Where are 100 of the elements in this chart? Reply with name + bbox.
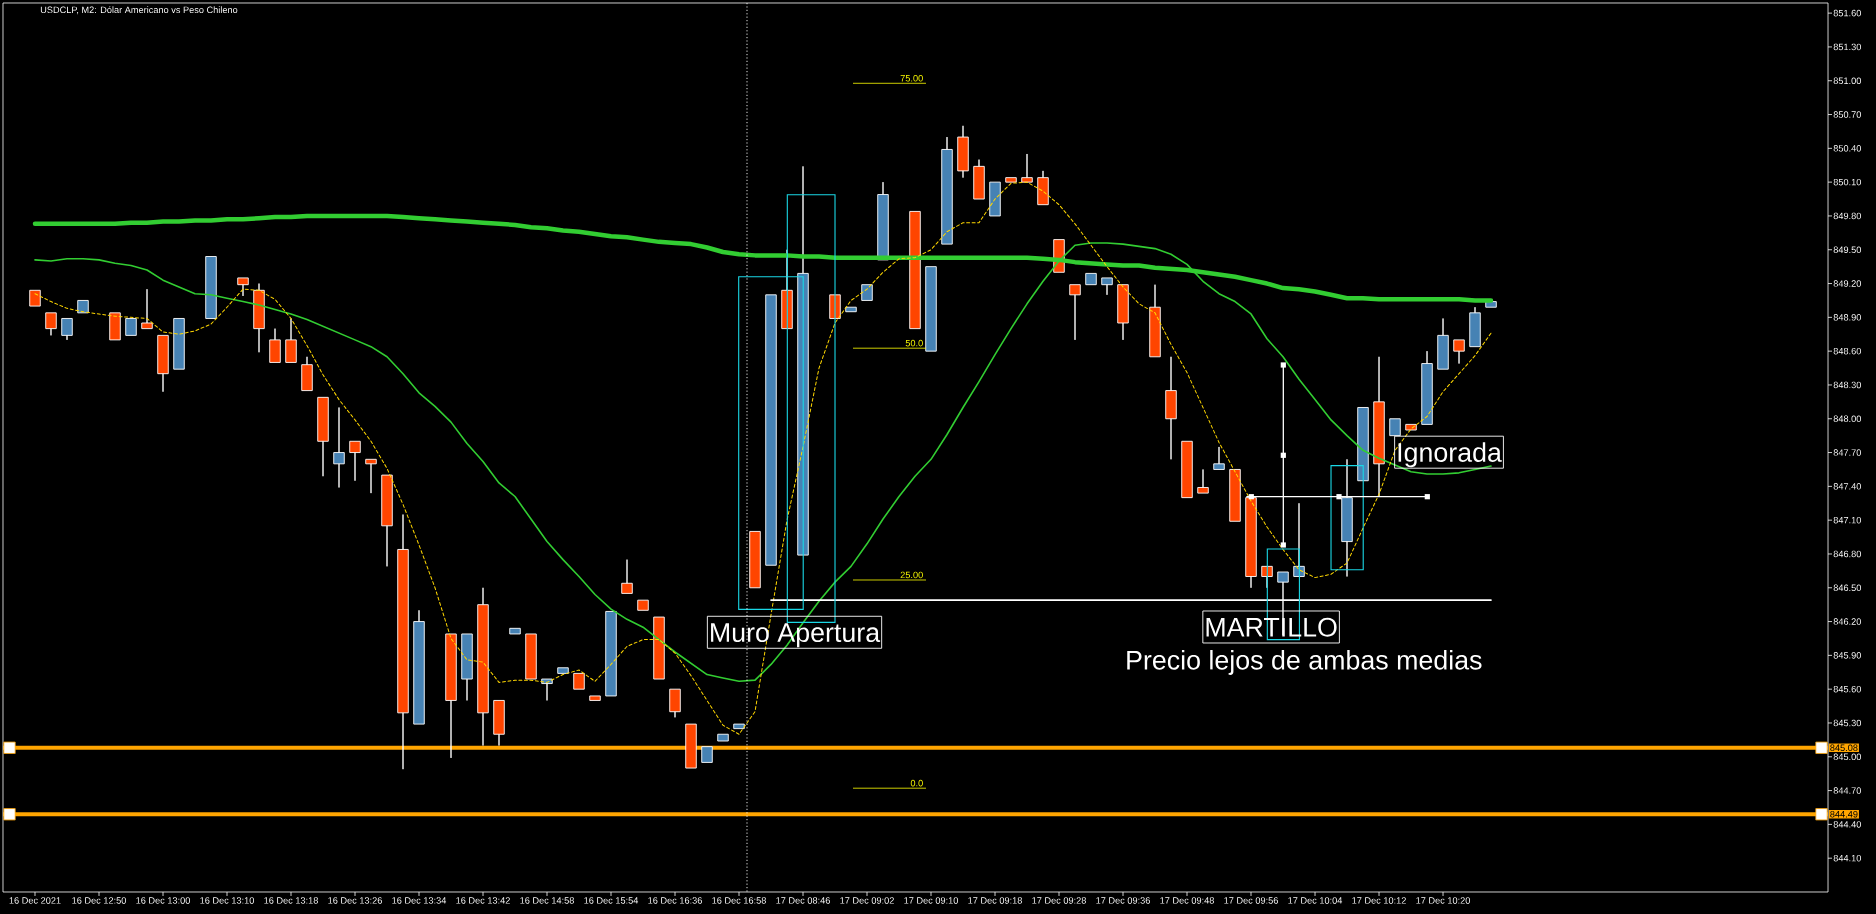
y-tick-label: 847.40 <box>1833 483 1862 490</box>
candlestick <box>285 318 297 363</box>
y-tick-label: 848.30 <box>1833 381 1862 389</box>
x-tick-label: 17 Dec 09:36 <box>1096 897 1150 904</box>
candlestick <box>413 609 425 725</box>
candlestick <box>109 312 121 341</box>
candlestick <box>333 407 345 488</box>
candlestick <box>669 688 681 718</box>
x-tick-label: 16 Dec 13:42 <box>456 897 510 904</box>
y-tick-label: 851.00 <box>1833 77 1862 84</box>
x-tick-label: 16 Dec 13:34 <box>392 897 447 904</box>
candlestick <box>317 396 329 477</box>
candlestick <box>941 136 953 245</box>
candlestick <box>173 318 185 370</box>
candlestick <box>1085 272 1097 286</box>
candlestick <box>1357 407 1369 482</box>
annotation: 50.0 <box>905 339 923 347</box>
y-tick-label: 847.70 <box>1833 449 1862 456</box>
candlestick <box>237 277 249 297</box>
ref-line-label: 844.49 <box>1830 810 1858 818</box>
y-tick-label: 849.80 <box>1833 212 1862 220</box>
candlestick <box>909 210 921 330</box>
x-tick-label: 17 Dec 10:12 <box>1352 897 1406 904</box>
y-tick-label: 848.60 <box>1833 347 1862 355</box>
candlestick <box>589 695 601 701</box>
candlestick <box>1229 469 1241 522</box>
candlestick <box>493 700 505 746</box>
candlestick <box>1021 153 1033 183</box>
y-tick-label: 844.10 <box>1833 854 1862 862</box>
x-tick-label: 17 Dec 10:20 <box>1416 897 1471 904</box>
candlestick <box>141 288 153 330</box>
y-tick-label: 847.10 <box>1833 516 1862 524</box>
candlestick <box>381 474 393 567</box>
candlestick <box>685 723 697 769</box>
annotation: 25.00 <box>900 571 923 579</box>
candlestick <box>301 356 313 392</box>
candlestick <box>957 125 969 179</box>
candlestick <box>445 633 457 759</box>
candlestick <box>1069 284 1081 341</box>
candlestick <box>925 266 937 352</box>
candlestick <box>525 633 537 680</box>
x-tick-label: 16 Dec 13:18 <box>264 897 318 904</box>
candlestick <box>1101 277 1113 296</box>
annotation: Precio lejos de ambas medias <box>1127 649 1482 675</box>
y-tick-label: 850.40 <box>1833 145 1862 152</box>
x-tick-label: 17 Dec 09:56 <box>1224 897 1278 904</box>
x-tick-label: 16 Dec 13:10 <box>200 897 254 904</box>
candlestick <box>125 318 137 336</box>
y-tick-label: 851.30 <box>1833 43 1862 51</box>
x-tick-label: 16 Dec 14:58 <box>520 897 574 904</box>
candlestick <box>621 559 633 594</box>
candlestick <box>1437 318 1449 370</box>
x-tick-label: 16 Dec 15:54 <box>584 897 639 904</box>
y-tick-label: 846.80 <box>1833 550 1862 558</box>
x-tick-label: 17 Dec 09:02 <box>840 897 894 904</box>
candlestick <box>1213 446 1225 470</box>
candlestick <box>717 733 729 742</box>
candlestick <box>701 746 713 763</box>
candlestick <box>269 328 281 363</box>
x-tick-label: 17 Dec 09:10 <box>904 897 959 904</box>
y-tick-label: 849.50 <box>1833 246 1862 254</box>
y-tick-label: 848.00 <box>1833 415 1862 423</box>
candlestick <box>1005 177 1017 183</box>
y-tick-label: 849.20 <box>1833 280 1862 287</box>
candlestick <box>461 633 473 701</box>
candlestick <box>765 294 777 566</box>
x-tick-label: 17 Dec 09:48 <box>1160 897 1214 904</box>
candlestick <box>77 300 89 314</box>
x-tick-label: 16 Dec 12:50 <box>72 897 126 904</box>
candlestick <box>1197 469 1209 494</box>
candlestick <box>845 306 857 313</box>
annotation: 75.00 <box>900 74 923 82</box>
x-tick-label: 16 Dec 13:00 <box>136 897 190 904</box>
candlestick <box>989 181 1001 217</box>
candlestick <box>973 159 985 200</box>
candlestick <box>653 616 665 680</box>
candlestick <box>1117 284 1129 341</box>
chart-title: USDCLP, M2: Dólar Americano vs Peso Chileno <box>40 6 238 15</box>
x-tick-label: 17 Dec 08:46 <box>776 897 830 904</box>
candlestick <box>477 587 489 746</box>
y-tick-label: 846.50 <box>1833 584 1862 592</box>
annotation: Ignorada <box>1398 442 1502 468</box>
candlestick <box>29 289 41 307</box>
candlestick <box>253 283 265 353</box>
y-tick-label: 850.10 <box>1833 178 1862 186</box>
candlestick <box>509 627 521 635</box>
y-tick-label: 850.70 <box>1833 111 1862 118</box>
candlestick <box>397 514 409 770</box>
candlestick <box>205 256 217 319</box>
candlestick <box>45 312 57 336</box>
y-tick-label: 851.60 <box>1833 9 1862 17</box>
candlestick <box>1165 356 1177 460</box>
x-tick-label: 16 Dec 2021 <box>9 897 61 904</box>
candlestick <box>1037 170 1049 206</box>
x-tick-label: 16 Dec 16:36 <box>648 897 702 904</box>
candlestick <box>1469 306 1481 348</box>
candlestick <box>1181 440 1193 499</box>
y-tick-label: 845.60 <box>1833 685 1862 693</box>
candlestick <box>365 458 377 494</box>
x-tick-label: 17 Dec 09:18 <box>968 897 1022 904</box>
